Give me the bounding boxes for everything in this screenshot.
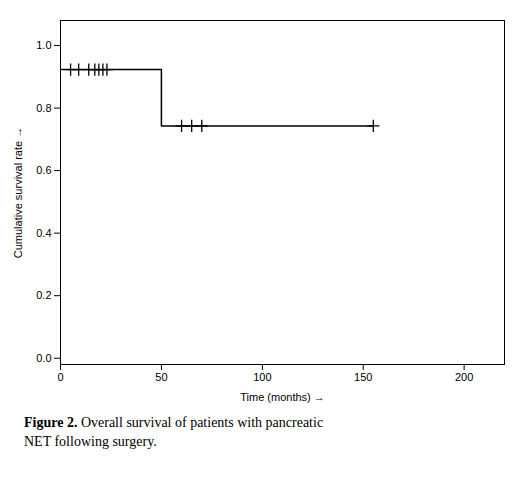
svg-text:0.0: 0.0 [36,352,51,364]
svg-text:50: 50 [155,371,167,383]
svg-text:1.0: 1.0 [36,39,51,51]
svg-text:150: 150 [354,371,372,383]
svg-text:0.2: 0.2 [36,289,51,301]
svg-text:Time (months) →: Time (months) → [240,391,325,403]
html-text:Figure 2. Overall survival of: Figure 2. Overall survival of patients w… [24,415,324,430]
svg-text:Cumulative survival rate →: Cumulative survival rate → [12,127,24,258]
svg-text:0.8: 0.8 [36,102,51,114]
svg-text:0.4: 0.4 [36,227,51,239]
svg-text:200: 200 [455,371,473,383]
svg-text:100: 100 [253,371,271,383]
svg-text:0.6: 0.6 [36,164,51,176]
html-text:NET following surgery.: NET following surgery. [24,433,157,449]
svg-text:0: 0 [57,371,63,383]
